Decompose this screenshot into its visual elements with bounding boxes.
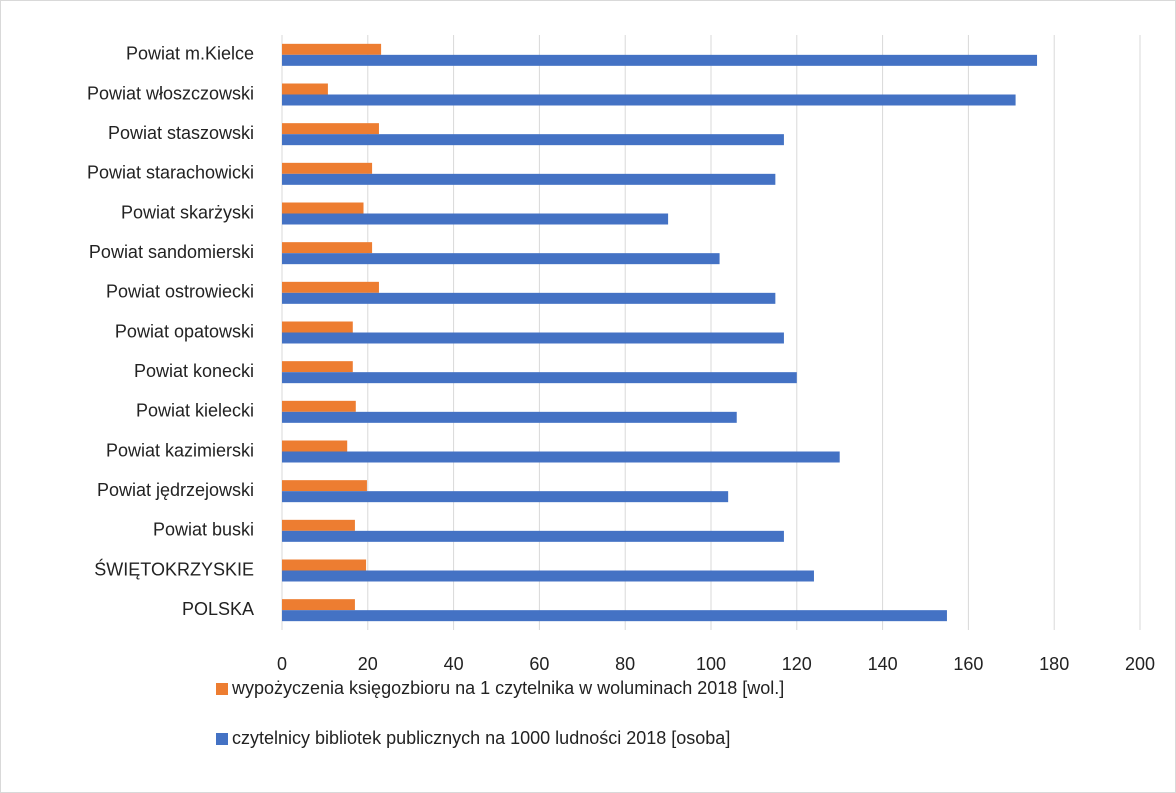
bar xyxy=(282,372,797,384)
x-tick-label: 140 xyxy=(868,654,898,674)
bar xyxy=(282,599,355,611)
y-tick-label: POLSKA xyxy=(182,599,254,619)
bar xyxy=(282,480,367,492)
bar xyxy=(282,451,840,463)
x-tick-label: 40 xyxy=(444,654,464,674)
bar xyxy=(282,411,737,423)
legend-label: wypożyczenia księgozbioru na 1 czytelnik… xyxy=(231,678,784,698)
bar xyxy=(282,281,379,293)
bar xyxy=(282,43,382,55)
bar xyxy=(282,400,356,412)
bar xyxy=(282,559,367,571)
bar xyxy=(282,530,784,542)
bar xyxy=(282,361,353,373)
bar xyxy=(282,491,729,503)
y-tick-label: Powiat kazimierski xyxy=(106,440,254,460)
x-tick-label: 180 xyxy=(1039,654,1069,674)
bar xyxy=(282,292,776,304)
bar xyxy=(282,570,814,582)
legend-swatch xyxy=(216,733,228,745)
legend-swatch xyxy=(216,683,228,695)
bar xyxy=(282,213,669,225)
x-tick-label: 80 xyxy=(615,654,635,674)
bar xyxy=(282,332,784,344)
legend-label: czytelnicy bibliotek publicznych na 1000… xyxy=(232,728,730,748)
y-tick-label: Powiat ostrowiecki xyxy=(106,282,254,302)
bar xyxy=(282,54,1038,66)
x-tick-label: 200 xyxy=(1125,654,1155,674)
x-tick-label: 60 xyxy=(529,654,549,674)
bar xyxy=(282,134,784,146)
y-tick-label: Powiat starachowicki xyxy=(87,163,254,183)
bar xyxy=(282,162,373,174)
bar xyxy=(282,610,947,622)
x-tick-label: 20 xyxy=(358,654,378,674)
bar xyxy=(282,202,364,214)
y-tick-label: Powiat sandomierski xyxy=(89,242,254,262)
x-tick-label: 160 xyxy=(953,654,983,674)
bar xyxy=(282,242,373,254)
y-tick-label: Powiat buski xyxy=(153,520,254,540)
bar xyxy=(282,94,1016,106)
bar xyxy=(282,173,776,185)
bar xyxy=(282,519,355,531)
bar xyxy=(282,321,353,333)
y-tick-label: Powiat staszowski xyxy=(108,123,254,143)
x-tick-label: 120 xyxy=(782,654,812,674)
y-tick-label: Powiat m.Kielce xyxy=(126,44,254,64)
y-tick-label: Powiat jędrzejowski xyxy=(97,480,254,500)
y-tick-label: Powiat skarżyski xyxy=(121,202,254,222)
y-tick-label: Powiat kielecki xyxy=(136,401,254,421)
bar xyxy=(282,253,720,265)
bar xyxy=(282,123,379,135)
y-tick-label: Powiat opatowski xyxy=(115,321,254,341)
bar xyxy=(282,83,328,95)
x-tick-label: 0 xyxy=(277,654,287,674)
y-tick-label: Powiat włoszczowski xyxy=(87,83,254,103)
bar xyxy=(282,440,348,452)
x-tick-label: 100 xyxy=(696,654,726,674)
y-tick-label: Powiat konecki xyxy=(134,361,254,381)
y-tick-label: ŚWIĘTOKRZYSKIE xyxy=(94,558,254,579)
